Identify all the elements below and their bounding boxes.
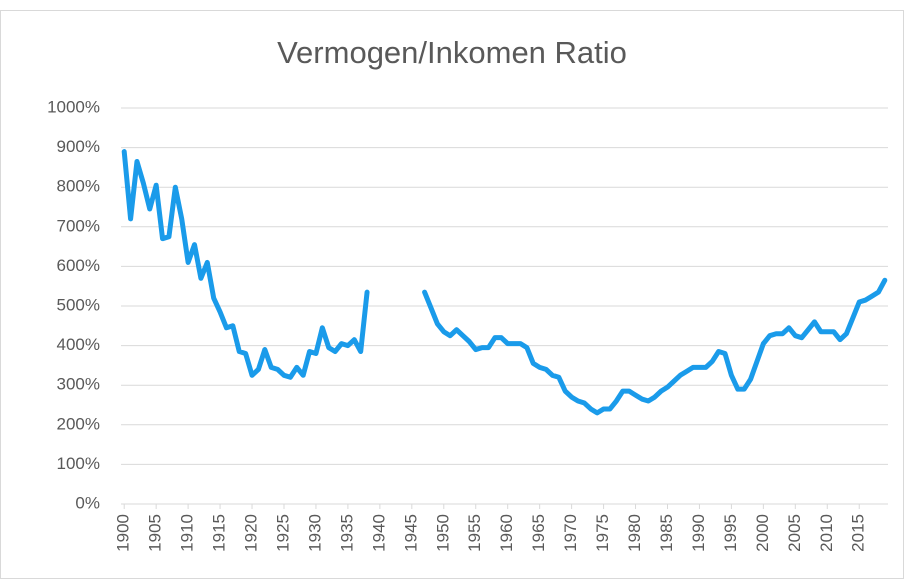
x-tick-label: 1965 [529, 514, 548, 552]
y-tick-label: 500% [57, 295, 100, 314]
x-tick-label: 2005 [785, 514, 804, 552]
y-tick-label: 300% [57, 375, 100, 394]
x-tick-label: 1945 [401, 514, 420, 552]
x-tick-label: 1960 [497, 514, 516, 552]
x-tick-label: 1950 [433, 514, 452, 552]
x-tick-label: 2000 [753, 514, 772, 552]
y-tick-label: 900% [57, 137, 100, 156]
x-tick-label: 2010 [817, 514, 836, 552]
x-tick-label: 1920 [242, 514, 261, 552]
x-tick-label: 1995 [721, 514, 740, 552]
x-tick-label: 1940 [369, 514, 388, 552]
y-tick-label: 700% [57, 216, 100, 235]
x-tick-label: 1910 [178, 514, 197, 552]
data-line [121, 149, 888, 416]
x-tick-label: 1975 [593, 514, 612, 552]
x-tick-label: 1930 [305, 514, 324, 552]
x-tick-label: 2015 [849, 514, 868, 552]
x-tick-label: 1925 [273, 514, 292, 552]
x-tick-label: 1905 [146, 514, 165, 552]
x-tick-label: 1915 [210, 514, 229, 552]
x-tick-label: 1900 [114, 514, 133, 552]
y-tick-label: 800% [57, 177, 100, 196]
y-tick-label: 0% [75, 493, 100, 512]
y-tick-label: 200% [57, 414, 100, 433]
x-tick-label: 1980 [625, 514, 644, 552]
chart-frame [0, 10, 904, 579]
y-tick-label: 400% [57, 335, 100, 354]
x-tick-label: 1955 [465, 514, 484, 552]
chart-title: Vermogen/Inkomen Ratio [277, 35, 627, 70]
x-tick-label: 1970 [561, 514, 580, 552]
x-tick-label: 1935 [337, 514, 356, 552]
y-tick-label: 1000% [47, 97, 100, 116]
y-tick-label: 100% [57, 454, 100, 473]
x-tick-label: 1985 [657, 514, 676, 552]
x-tick-label: 1990 [689, 514, 708, 552]
y-tick-label: 600% [57, 256, 100, 275]
